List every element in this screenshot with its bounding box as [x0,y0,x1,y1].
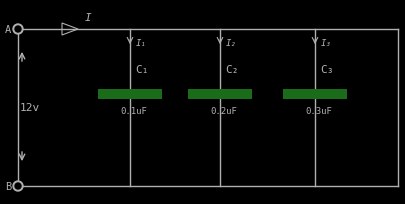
Text: I₂: I₂ [226,39,236,48]
Circle shape [15,27,21,33]
Text: I: I [84,13,91,23]
Text: 0.1uF: 0.1uF [120,107,147,116]
Bar [98,94,162,100]
Bar [98,90,162,95]
Circle shape [13,25,23,35]
Bar [188,90,252,95]
Text: 0.2uF: 0.2uF [210,107,237,116]
Text: B: B [5,181,11,191]
Text: 0.3uF: 0.3uF [305,107,332,116]
Text: I₃: I₃ [320,39,331,48]
Text: I₁: I₁ [136,39,146,48]
Text: C₂: C₂ [224,65,238,75]
Bar [282,94,346,100]
Bar [188,94,252,100]
Text: A: A [5,25,11,35]
Circle shape [13,181,23,191]
Bar [282,90,346,95]
Text: 12v: 12v [20,102,40,112]
Circle shape [15,183,21,189]
Text: C₃: C₃ [319,65,333,75]
Text: C₁: C₁ [135,65,148,75]
